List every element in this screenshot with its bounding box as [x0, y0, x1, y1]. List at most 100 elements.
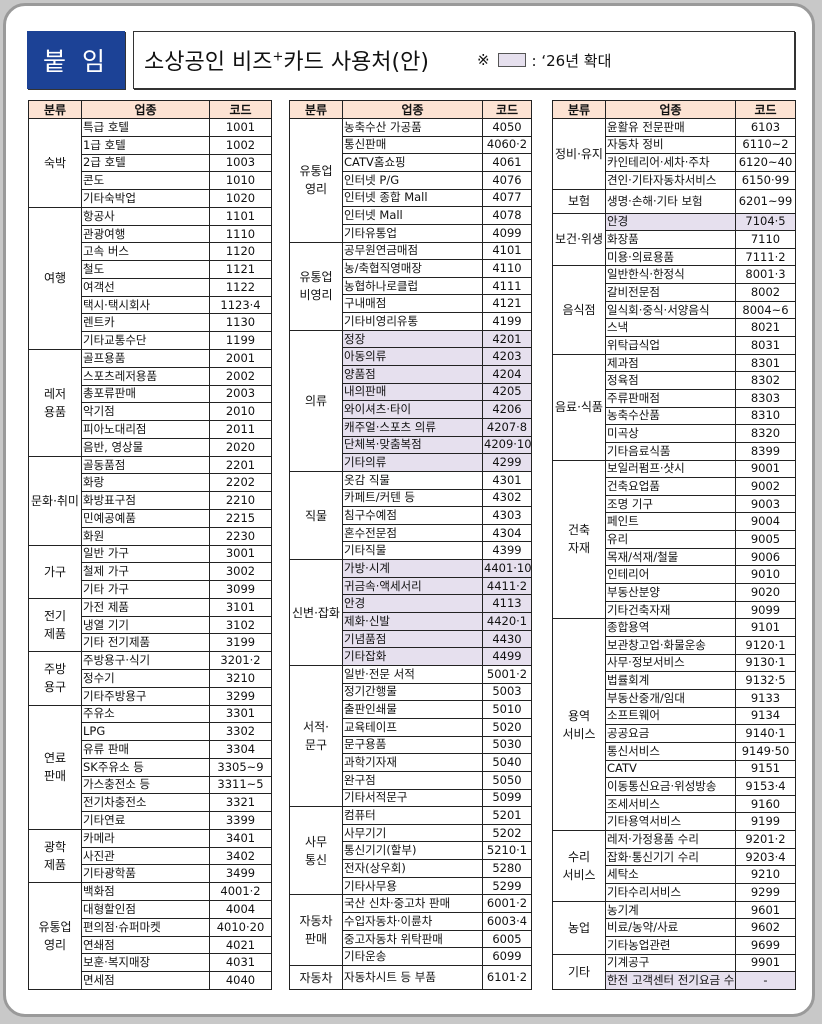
industry-cell: 기타교통수단 — [81, 331, 210, 351]
table-row: 기타수리서비스 9299 — [553, 883, 796, 902]
table-row: 기타 기계공구 9901 — [552, 953, 796, 991]
table-row: 음식점 일반한식·한정식 8001·3 — [552, 265, 796, 355]
code-cell: 1123·4 — [209, 295, 272, 315]
table-row: 위탁급식업 8031 — [553, 336, 796, 355]
code-cell: 1110 — [209, 224, 272, 244]
industry-cell: 면세점 — [81, 971, 210, 990]
table-row: 과학기자재 5040 — [290, 753, 532, 772]
industry-cell: 항공사 — [81, 206, 210, 226]
category-group: 수리 서비스 레저·가정용품 수리 9201·2 잡화·통신기기 수리 9203·4 세탁… — [552, 830, 796, 902]
category-group: 숙박 특급 호텔 1001 1급 호텔 1002 2급 호텔 1003 콘도 1010 기타숙박업… — [28, 118, 272, 208]
code-cell: 1001 — [209, 118, 272, 137]
industry-cell: 기타음료식품 — [605, 441, 736, 461]
category-cell: 보건·위생 — [552, 212, 606, 267]
table-row: 기타비영리유통 4199 — [290, 312, 532, 331]
table-row: 기타건축자재 9099 — [553, 600, 796, 620]
category-cell: 농업 — [552, 900, 606, 955]
code-cell: 4031 — [209, 953, 272, 973]
code-cell: 9005 — [735, 530, 796, 549]
table-row: 보건·위생 안경 7104·5 — [552, 212, 796, 267]
industry-cell: 농축수산품 — [605, 406, 736, 426]
code-cell: 3402 — [209, 846, 272, 866]
legend-mark: ※ — [476, 51, 490, 69]
code-cell: 8303 — [735, 388, 796, 408]
code-cell: 3002 — [209, 562, 272, 582]
code-cell: 9010 — [735, 565, 796, 585]
table-row: 광학 제품 카메라 3401 — [28, 828, 272, 884]
industry-cell: 와이셔츠·타이 — [342, 400, 483, 419]
code-cell: 9151 — [735, 759, 796, 779]
table-row: 인터넷 종합 Mall 4077 — [290, 188, 532, 208]
industry-cell: 안경 — [605, 212, 736, 232]
category-group: 용역 서비스 종합용역 9101 보관창고업·화물운송 9120·1 사무·정보서비스 91… — [552, 618, 796, 832]
category-group: 서적· 문구 일반·전문 서적 5001·2 정기간행물 5003 출판인쇄물 5010 교육… — [289, 665, 532, 808]
table-row: 스포츠레저용품 2002 — [29, 366, 272, 386]
code-cell: 6001·2 — [482, 894, 532, 914]
industry-cell: 일반·전문 서적 — [342, 665, 483, 684]
industry-cell: 미곡상 — [605, 424, 736, 443]
table-row: 전자(상우회) 5280 — [290, 859, 532, 878]
category-cell: 자동차 — [289, 965, 343, 990]
code-cell: 6110~2 — [735, 135, 796, 155]
category-cell: 신변·잡화 — [289, 559, 343, 667]
table-row: 사무·정보서비스 9130·1 — [553, 653, 796, 673]
code-cell: 4001·2 — [209, 882, 272, 902]
code-cell: 6099 — [482, 947, 532, 967]
code-cell: 4061 — [482, 153, 532, 172]
table-row: 관광여행 1110 — [29, 224, 272, 244]
category-cell: 여행 — [28, 206, 82, 351]
industry-cell: 옷감 직물 — [342, 470, 483, 490]
category-cell: 기타 — [552, 953, 606, 991]
category-group: 사무 통신 컴퓨터 5201 사무기기 5202 통신기기(할부) 5210·1 전자(상우회… — [289, 806, 532, 896]
code-cell: 5020 — [482, 717, 532, 737]
code-cell: 5280 — [482, 859, 532, 878]
industry-cell: 조세서비스 — [605, 794, 736, 814]
code-table-3: 분류 업종 코드 정비·유지 윤활유 전문판매 6103 자동차 정비 6110~2 카인테리어… — [552, 100, 796, 991]
code-cell: 4304 — [482, 523, 532, 543]
industry-cell: 기타운송 — [342, 947, 483, 967]
industry-cell: 기계공구 — [605, 953, 736, 973]
code-cell: 4420·1 — [482, 612, 532, 631]
code-cell: 4077 — [482, 188, 532, 208]
column-header-code: 코드 — [735, 100, 796, 119]
industry-cell: 주방용구·식기 — [81, 651, 210, 670]
code-cell: 2003 — [209, 384, 272, 404]
table-row: 렌트카 1130 — [29, 313, 272, 333]
table-row: 침구수예점 4303 — [290, 506, 532, 525]
code-cell: 9160 — [735, 794, 796, 814]
code-cell: 9299 — [735, 883, 796, 902]
category-cell: 자동차 판매 — [289, 894, 343, 967]
code-cell: 2010 — [209, 402, 272, 422]
industry-cell: 철도 — [81, 260, 210, 279]
code-cell: 5001·2 — [482, 665, 532, 684]
code-cell: 4004 — [209, 900, 272, 919]
code-cell: 3305~9 — [209, 757, 272, 777]
code-cell: 9006 — [735, 547, 796, 567]
code-cell: 9004 — [735, 512, 796, 532]
table-row: 카인테리어·세차·주차 6120~40 — [553, 153, 796, 172]
code-cell: 8399 — [735, 441, 796, 461]
table-row: 레저 용품 골프용품 2001 — [28, 349, 272, 457]
industry-cell: 이동통신요금·위성방송 — [605, 777, 736, 796]
code-cell: 9199 — [735, 812, 796, 832]
industry-cell: 카인테리어·세차·주차 — [605, 153, 736, 172]
code-cell: 5003 — [482, 682, 532, 702]
table-row: 철도 1121 — [29, 260, 272, 279]
table-row: 음반, 영상물 2020 — [29, 437, 272, 457]
table-row: 소프트웨어 9134 — [553, 706, 796, 726]
category-cell: 유통업 비영리 — [289, 241, 343, 331]
code-cell: 9901 — [735, 953, 796, 973]
industry-cell: 고속 버스 — [81, 242, 210, 262]
table-row: 출판인쇄물 5010 — [290, 700, 532, 719]
category-group: 자동차 판매 국산 신차·중고차 판매 6001·2 수입자동차·이륜차 6003·4 중… — [289, 894, 532, 967]
industry-cell: 소프트웨어 — [605, 706, 736, 726]
category-cell: 서적· 문구 — [289, 665, 343, 808]
code-cell: 9120·1 — [735, 636, 796, 655]
category-group: 유통업 영리 백화점 4001·2 대형할인점 4004 편의점·슈퍼마켓 4010·20 연… — [28, 882, 272, 990]
code-cell: 8301 — [735, 353, 796, 373]
column-header-code: 코드 — [482, 100, 532, 119]
industry-cell: 카페트/커텐 등 — [342, 488, 483, 508]
table-row: 제화·신발 4420·1 — [290, 612, 532, 631]
industry-cell: 가전 제품 — [81, 597, 210, 617]
table-row: 기타음료식품 8399 — [553, 441, 796, 461]
